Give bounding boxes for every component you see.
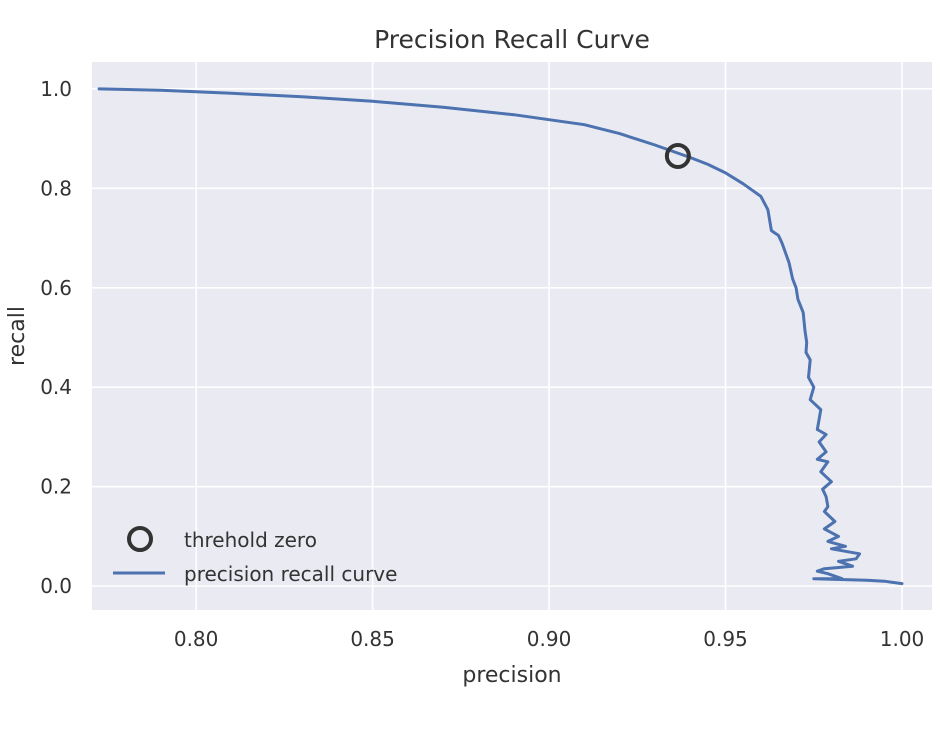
x-gridlines (195, 62, 903, 610)
x-tick-labels: 0.80 0.85 0.90 0.95 1.00 (174, 627, 924, 651)
x-tick-label: 0.80 (174, 627, 219, 651)
legend-threshold-marker-icon (127, 526, 153, 552)
x-tick-label: 0.85 (350, 627, 395, 651)
legend: threhold zero precision recall curve (113, 526, 397, 586)
x-tick-label: 0.95 (703, 627, 748, 651)
y-tick-label: 0.2 (40, 475, 72, 499)
y-axis-label: recall (5, 306, 30, 366)
x-axis-label: precision (462, 663, 561, 688)
x-tick-label: 1.00 (880, 627, 925, 651)
legend-label-threshold-zero: threhold zero (184, 528, 317, 552)
y-tick-label: 0.0 (40, 574, 72, 598)
plot-area-background (92, 62, 932, 610)
precision-recall-curve-line (97, 87, 904, 586)
y-tick-label: 0.8 (40, 176, 72, 200)
x-tick-label: 0.90 (527, 627, 572, 651)
legend-label-precision-recall-curve: precision recall curve (184, 562, 397, 586)
chart-title: Precision Recall Curve (374, 25, 650, 54)
y-gridlines (92, 88, 932, 587)
y-tick-labels: 0.0 0.2 0.4 0.6 0.8 1.0 (40, 77, 72, 598)
y-tick-label: 1.0 (40, 77, 72, 101)
threshold-zero-marker (664, 142, 691, 169)
y-tick-label: 0.4 (40, 375, 72, 399)
y-tick-label: 0.6 (40, 276, 72, 300)
